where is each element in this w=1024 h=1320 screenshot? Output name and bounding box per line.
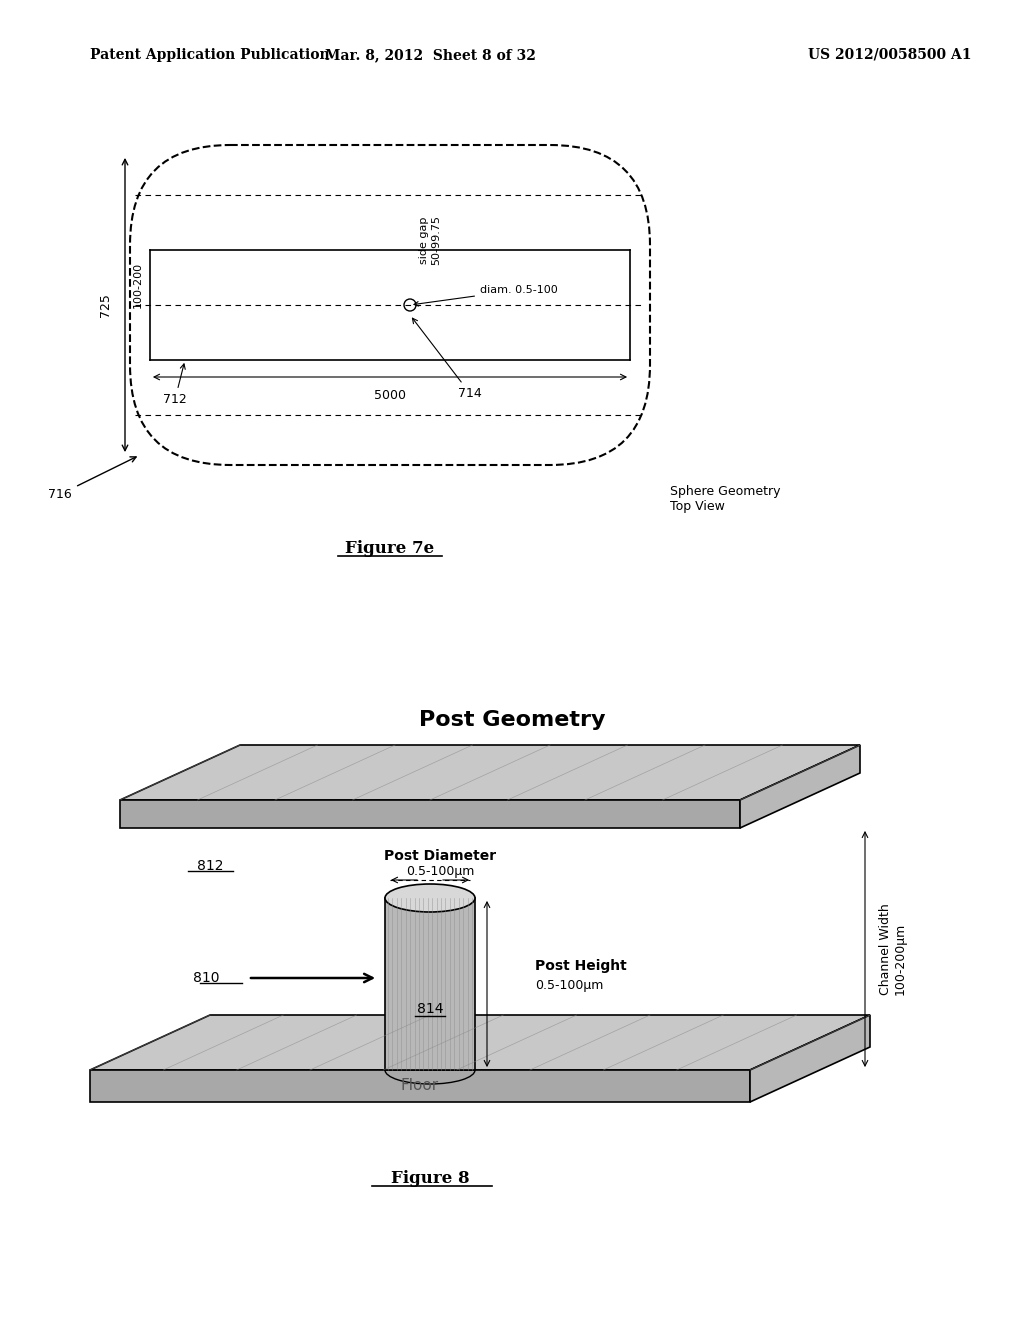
Polygon shape: [120, 744, 860, 800]
Text: 725: 725: [98, 293, 112, 317]
Text: 100-200: 100-200: [133, 261, 143, 308]
Polygon shape: [385, 898, 475, 1071]
Text: Post Diameter: Post Diameter: [384, 849, 496, 863]
Polygon shape: [120, 800, 740, 828]
Text: diam. 0.5-100: diam. 0.5-100: [414, 285, 558, 306]
Text: 714: 714: [413, 318, 482, 400]
Text: Patent Application Publication: Patent Application Publication: [90, 48, 330, 62]
Text: 5000: 5000: [374, 389, 406, 403]
Text: Floor: Floor: [401, 1078, 439, 1093]
Text: Sphere Geometry
Top View: Sphere Geometry Top View: [670, 484, 780, 513]
Text: 814: 814: [417, 1002, 443, 1016]
Text: Mar. 8, 2012  Sheet 8 of 32: Mar. 8, 2012 Sheet 8 of 32: [325, 48, 536, 62]
Polygon shape: [750, 1015, 870, 1102]
Polygon shape: [90, 1071, 750, 1102]
Text: 0.5-100μm: 0.5-100μm: [406, 865, 474, 878]
Ellipse shape: [385, 884, 475, 912]
Text: 712: 712: [163, 364, 186, 407]
Text: 810: 810: [194, 972, 220, 985]
Text: Channel Width
100-200μm: Channel Width 100-200μm: [879, 903, 907, 995]
Text: side gap
50-99.75: side gap 50-99.75: [419, 215, 440, 265]
Text: 716: 716: [48, 488, 72, 502]
Text: Figure 7e: Figure 7e: [345, 540, 434, 557]
Text: US 2012/0058500 A1: US 2012/0058500 A1: [808, 48, 972, 62]
Text: Post Geometry: Post Geometry: [419, 710, 605, 730]
Text: 0.5-100μm: 0.5-100μm: [535, 979, 603, 993]
Text: 812: 812: [197, 859, 223, 873]
Text: Post Height: Post Height: [535, 960, 627, 973]
Text: Figure 8: Figure 8: [391, 1170, 469, 1187]
Polygon shape: [90, 1015, 870, 1071]
Polygon shape: [740, 744, 860, 828]
